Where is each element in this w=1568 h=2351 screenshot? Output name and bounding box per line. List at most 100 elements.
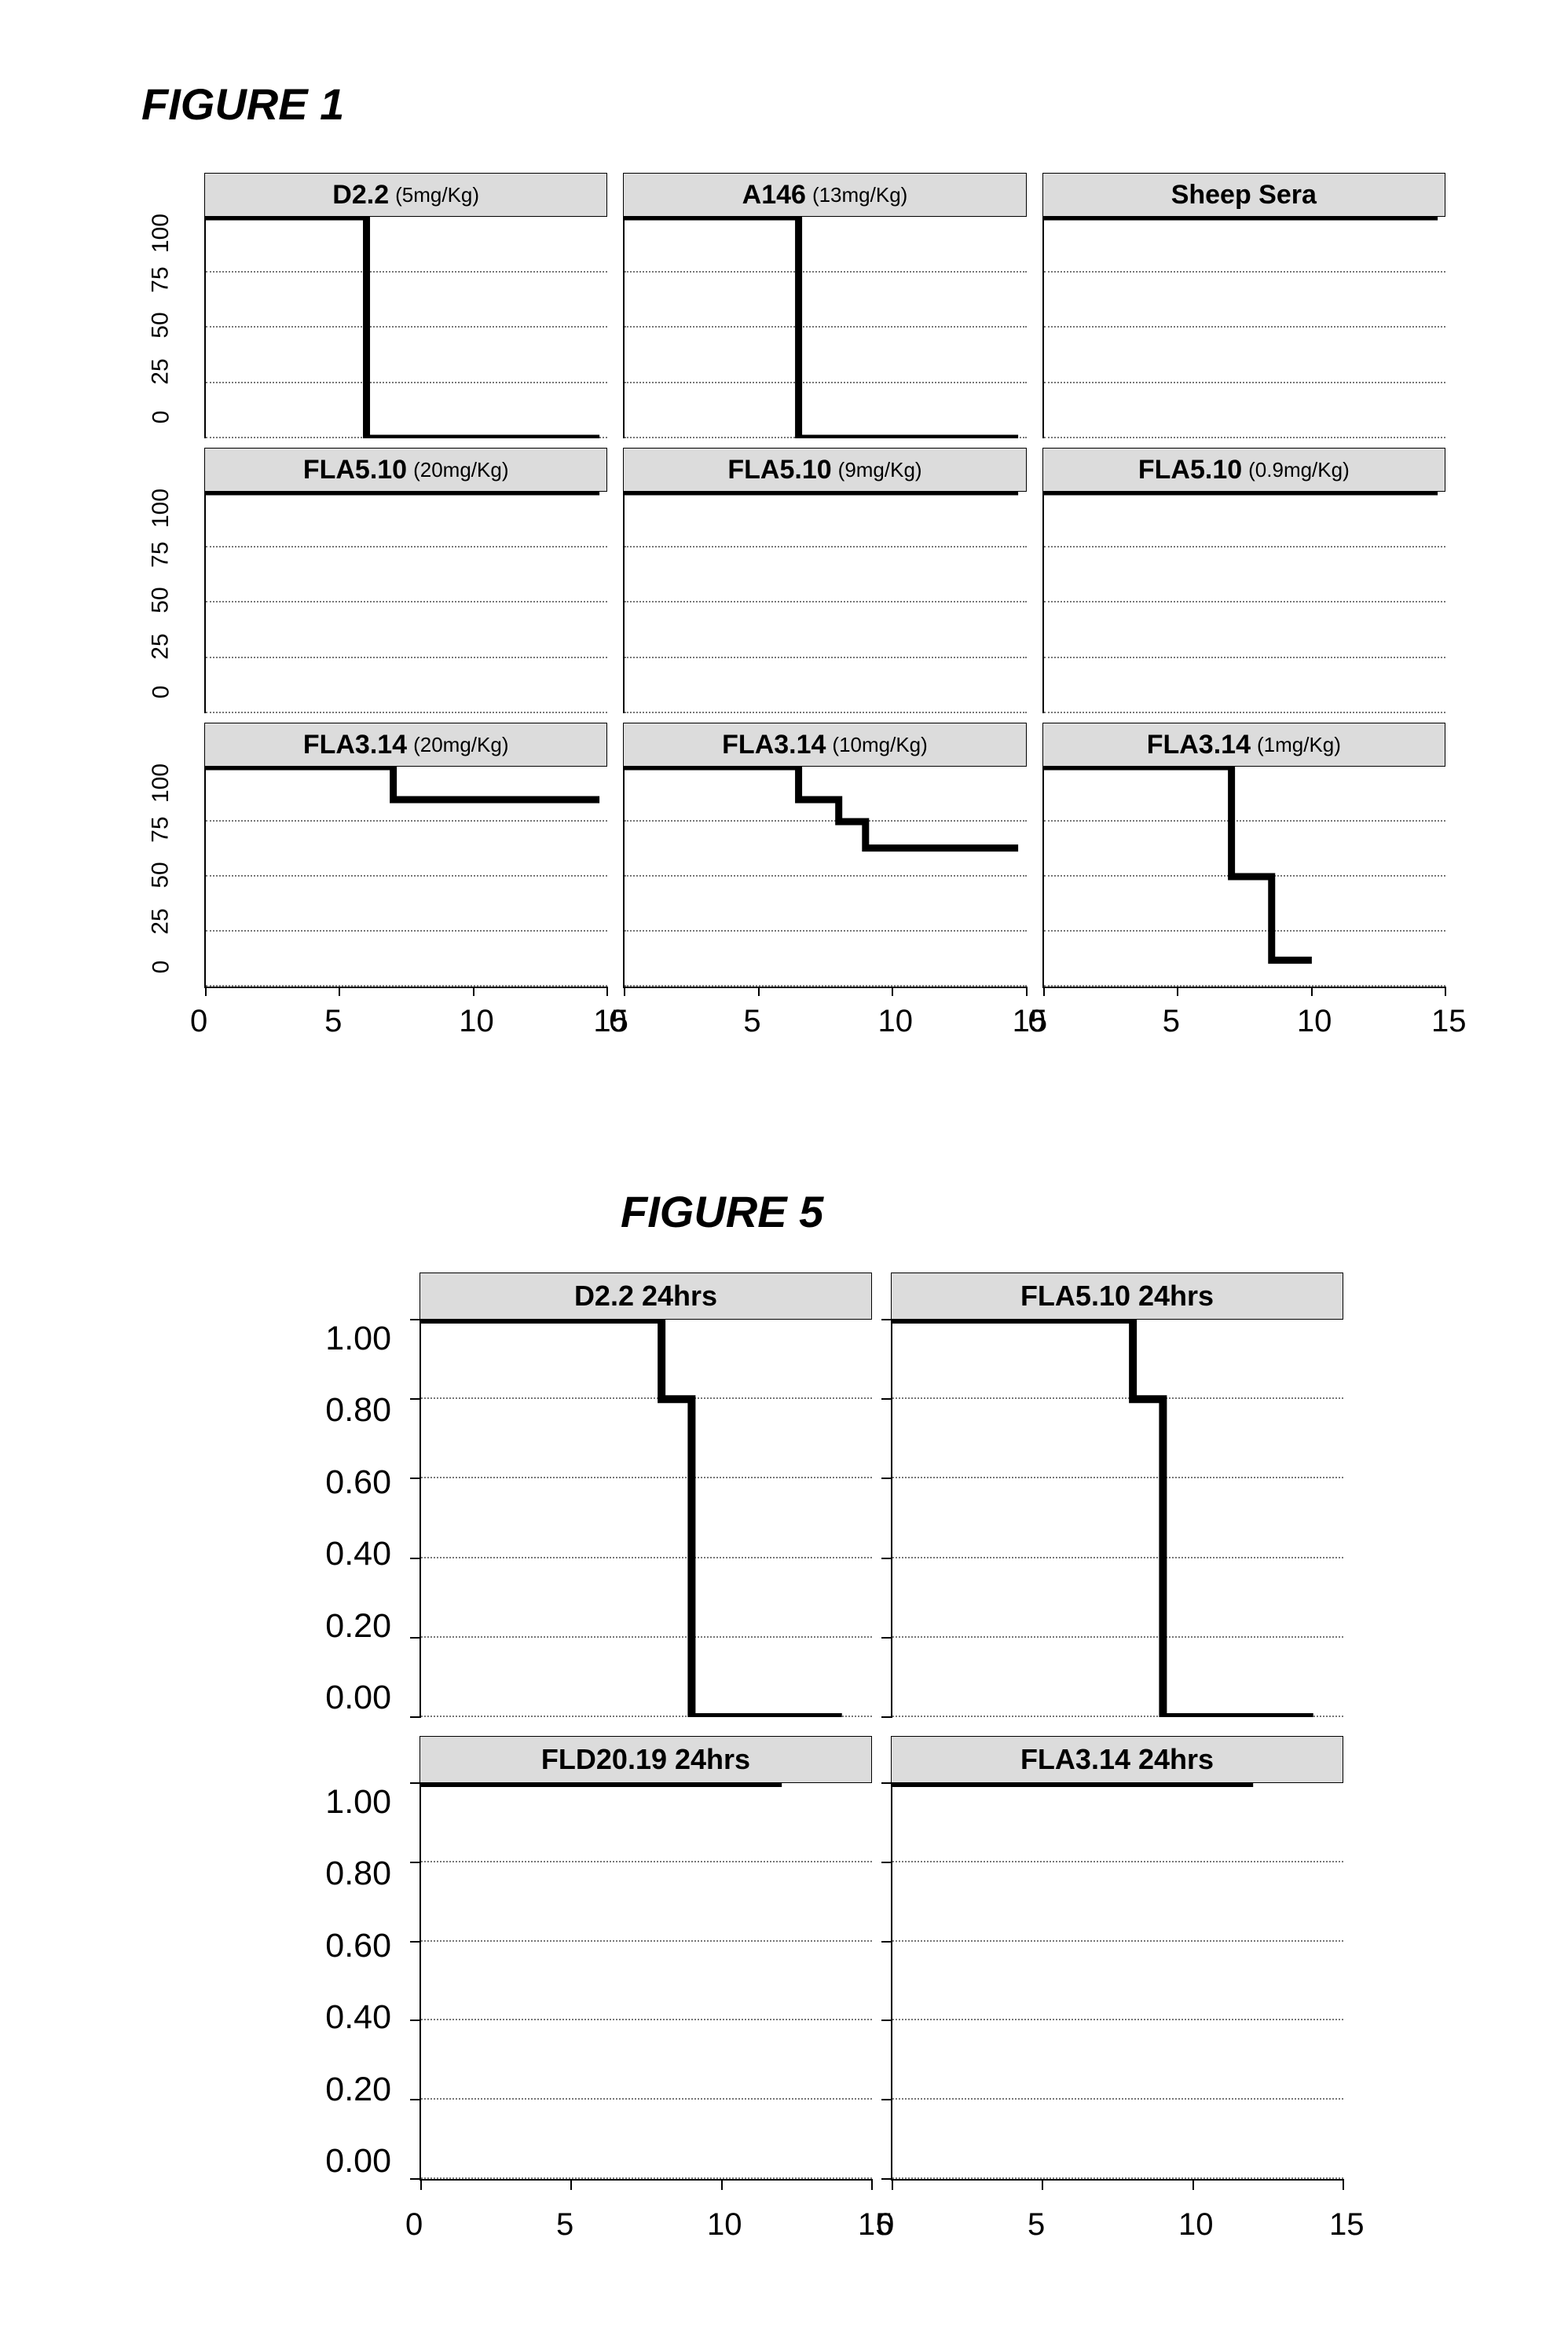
ytick-label: 0.80 <box>325 1391 391 1430</box>
survival-line <box>1044 492 1445 713</box>
figure1-grid: 025507510002550751000255075100D2.2 (5mg/… <box>141 173 1445 1053</box>
ytick-label: 0 <box>148 686 174 699</box>
ytick <box>881 2178 892 2180</box>
figure1-xaxis: 051015 <box>1042 998 1445 1053</box>
strip-label: FLA3.14 24hrs <box>1020 1743 1214 1776</box>
figure1-panel: FLA5.10 (0.9mg/Kg) <box>1042 448 1445 713</box>
ytick <box>881 1716 892 1718</box>
xtick-label: 5 <box>1028 2207 1045 2243</box>
plot-area <box>419 1783 872 2181</box>
xtick <box>473 987 474 996</box>
ytick <box>410 1319 421 1320</box>
figure1-panel: FLA3.14 (20mg/Kg) <box>204 723 607 988</box>
panel-strip: A146 (13mg/Kg) <box>623 173 1026 217</box>
survival-line <box>421 1320 872 1717</box>
figure5-title: FIGURE 5 <box>621 1186 823 1237</box>
xtick-label: 5 <box>743 1004 760 1039</box>
survival-line <box>1044 217 1445 438</box>
panel-strip: FLA3.14 (1mg/Kg) <box>1042 723 1445 767</box>
xtick-label: 0 <box>190 1004 207 1039</box>
plot-area <box>1042 492 1445 713</box>
xtick-label: 5 <box>324 1004 342 1039</box>
strip-sub: (13mg/Kg) <box>812 183 907 207</box>
xtick-label: 5 <box>1163 1004 1180 1039</box>
figure1-yaxis: 0255075100 <box>141 723 189 988</box>
ytick <box>881 1478 892 1479</box>
panel-strip: FLA5.10 24hrs <box>891 1273 1343 1320</box>
xtick-label: 10 <box>459 1004 494 1039</box>
strip-main: FLA5.10 <box>727 455 831 485</box>
xtick <box>1192 2179 1194 2190</box>
xtick-label: 0 <box>609 1004 626 1039</box>
xtick <box>871 2179 873 2190</box>
xtick-label: 10 <box>1297 1004 1332 1039</box>
panel-strip: FLA3.14 (20mg/Kg) <box>204 723 607 767</box>
strip-sub: (5mg/Kg) <box>395 183 479 207</box>
xtick <box>1343 2179 1344 2190</box>
survival-line <box>892 1783 1343 2179</box>
ytick-label: 100 <box>148 764 174 803</box>
xtick <box>1042 2179 1043 2190</box>
figure5-grid: 0.000.200.400.600.801.000.000.200.400.60… <box>291 1273 1343 2262</box>
ytick-label: 0.80 <box>325 1855 391 1893</box>
ytick <box>410 2099 421 2100</box>
strip-main: FLA3.14 <box>1147 730 1251 760</box>
panel-strip: FLA5.10 (9mg/Kg) <box>623 448 1026 492</box>
figure1-panel: D2.2 (5mg/Kg) <box>204 173 607 438</box>
ytick <box>410 1862 421 1863</box>
figure1-xaxis: 051015 <box>204 998 607 1053</box>
xtick <box>892 987 893 996</box>
ytick-label: 0.00 <box>325 1679 391 1717</box>
panel-strip: FLA3.14 (10mg/Kg) <box>623 723 1026 767</box>
strip-sub: (20mg/Kg) <box>413 458 508 482</box>
xtick <box>420 2179 422 2190</box>
ytick-label: 100 <box>148 489 174 528</box>
plot-area <box>204 217 607 438</box>
ytick-label: 75 <box>148 816 174 842</box>
xtick <box>1026 987 1028 996</box>
ytick <box>410 1716 421 1718</box>
ytick-label: 0.60 <box>325 1463 391 1502</box>
plot-area <box>1042 767 1445 988</box>
figure1-title: FIGURE 1 <box>141 79 344 130</box>
survival-line <box>625 217 1026 438</box>
ytick-label: 0.20 <box>325 2071 391 2109</box>
panel-strip: FLA5.10 (20mg/Kg) <box>204 448 607 492</box>
strip-label: FLD20.19 24hrs <box>541 1743 750 1776</box>
ytick-label: 0.40 <box>325 1535 391 1573</box>
survival-line <box>625 767 1026 987</box>
xtick <box>1177 987 1178 996</box>
plot-area <box>623 492 1026 713</box>
figure5-xaxis: 051015 <box>419 2199 872 2262</box>
ytick <box>881 1637 892 1639</box>
ytick <box>881 1941 892 1943</box>
panel-strip: FLA3.14 24hrs <box>891 1736 1343 1783</box>
panel-strip: D2.2 24hrs <box>419 1273 872 1320</box>
ytick-label: 25 <box>148 633 174 659</box>
xtick-label: 10 <box>707 2207 742 2243</box>
ytick <box>410 1478 421 1479</box>
ytick <box>881 1558 892 1559</box>
panel-strip: Sheep Sera <box>1042 173 1445 217</box>
ytick-label: 0.40 <box>325 1998 391 2037</box>
survival-line <box>206 767 607 987</box>
xtick <box>339 987 340 996</box>
plot-area <box>204 492 607 713</box>
xtick-label: 15 <box>1431 1004 1467 1039</box>
ytick <box>881 1398 892 1400</box>
strip-main: A146 <box>742 180 806 211</box>
ytick <box>410 1941 421 1943</box>
ytick-label: 75 <box>148 266 174 292</box>
ytick <box>881 2099 892 2100</box>
ytick <box>881 1862 892 1863</box>
panel-strip: FLA5.10 (0.9mg/Kg) <box>1042 448 1445 492</box>
strip-sub: (20mg/Kg) <box>413 733 508 757</box>
strip-main: FLA3.14 <box>303 730 407 760</box>
xtick <box>570 2179 572 2190</box>
xtick <box>606 987 608 996</box>
ytick <box>410 1558 421 1559</box>
ytick-label: 100 <box>148 214 174 253</box>
xtick <box>1311 987 1313 996</box>
xtick-label: 15 <box>1329 2207 1365 2243</box>
figure1-panel: Sheep Sera <box>1042 173 1445 438</box>
